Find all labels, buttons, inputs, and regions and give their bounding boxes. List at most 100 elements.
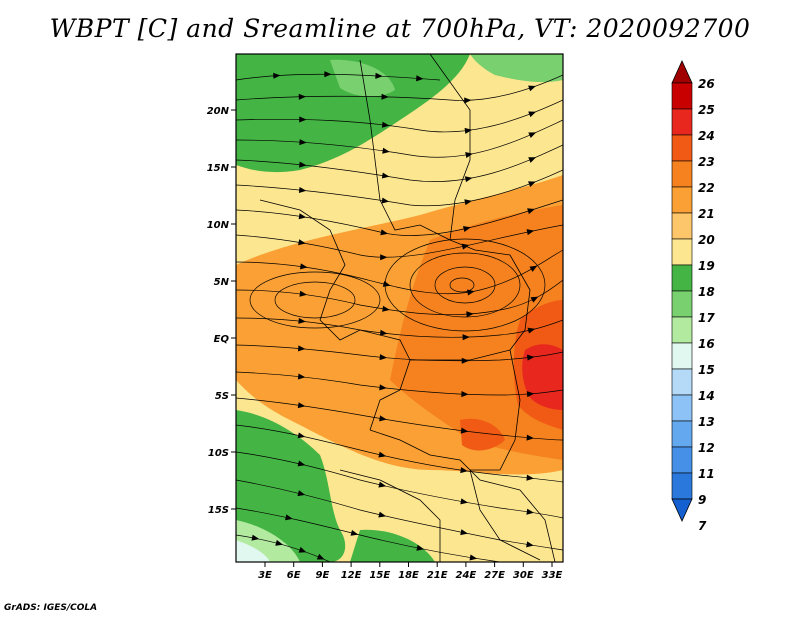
streamline-arrow	[379, 384, 387, 391]
streamline-arrow	[382, 280, 391, 287]
lat-label: 5N	[214, 277, 230, 288]
streamline-arrow	[526, 508, 534, 515]
colorbar-bottom-arrow	[671, 498, 693, 522]
colorbar-segment	[671, 290, 693, 318]
cool-region-sw	[236, 410, 346, 562]
streamline-arrow	[324, 71, 332, 78]
credit-text: GrADS: IGES/COLA	[4, 603, 98, 613]
colorbar-segment	[671, 238, 693, 266]
colorbar-segment	[671, 368, 693, 396]
streamline-arrow	[299, 116, 307, 123]
streamline-arrow	[526, 434, 534, 441]
colorbar-segment	[671, 212, 693, 240]
streamline-arrow	[298, 187, 307, 194]
streamline-arrow	[460, 529, 468, 536]
colorbar-segment	[671, 316, 693, 344]
streamline-arrow	[378, 481, 387, 488]
streamline-arrow	[460, 427, 469, 434]
streamline-arrow	[381, 121, 390, 128]
streamline-arrow	[297, 373, 306, 380]
streamline-arrow	[527, 327, 536, 334]
streamline-arrow	[381, 172, 390, 179]
colorbar-label: 11	[698, 467, 715, 481]
colorbar-label: 19	[698, 259, 715, 273]
streamline-arrow	[528, 132, 537, 139]
colorbar-label: 24	[698, 129, 715, 143]
lat-label: 15S	[208, 505, 229, 516]
streamline-arrow	[299, 263, 308, 270]
streamline-arrow	[462, 334, 470, 341]
streamline-arrow	[528, 111, 537, 118]
streamline-arrow	[464, 199, 473, 206]
streamline-arrow	[382, 305, 390, 312]
colorbar-label: 18	[698, 285, 715, 299]
lon-label: 6E	[287, 570, 301, 581]
streamline-arrow	[416, 544, 425, 551]
streamline-arrow	[298, 93, 307, 100]
streamline-arrow	[273, 72, 281, 79]
streamline-arrow	[526, 354, 535, 361]
colorbar-segment	[671, 342, 693, 370]
lon-label: 30E	[513, 570, 534, 581]
streamline-arrow	[299, 139, 307, 146]
colorbar-label: 20	[698, 233, 715, 247]
colorbar-segment	[671, 472, 693, 500]
colorbar-segment	[671, 394, 693, 422]
streamline-arrow	[461, 391, 469, 398]
lon-label: 3E	[258, 570, 272, 581]
colorbar-label: 15	[698, 363, 715, 377]
streamline-arrow	[375, 72, 383, 79]
streamline-arrow	[528, 181, 536, 188]
streamline-arrow	[298, 546, 307, 553]
streamline-arrow	[530, 296, 539, 303]
streamline-arrow	[379, 329, 388, 336]
wbpt-field	[236, 54, 563, 562]
colorbar-label: 25	[698, 103, 715, 117]
lon-label: 18E	[398, 570, 419, 581]
lat-label: 10N	[207, 220, 230, 231]
streamline-arrow	[380, 229, 389, 236]
streamline-arrow	[416, 75, 424, 82]
streamline-arrow	[297, 345, 306, 352]
streamline-arrow	[297, 432, 306, 439]
streamline-arrow	[526, 474, 534, 481]
streamline-arrow	[350, 529, 359, 536]
streamline-arrow	[378, 451, 387, 458]
streamline-arrow	[460, 467, 468, 474]
colorbar-label: 26	[698, 77, 715, 91]
streamline-arrow	[466, 311, 474, 318]
colorbar-segment	[671, 108, 693, 136]
colorbar-label: 9	[698, 493, 706, 507]
streamline-arrow	[298, 213, 307, 220]
colorbar-segment	[671, 446, 693, 474]
streamline-arrow	[379, 415, 387, 422]
lat-label: 5S	[215, 391, 229, 402]
colorbar-label: 14	[698, 389, 715, 403]
colorbar-label: 13	[698, 415, 715, 429]
streamline-arrow	[299, 290, 308, 297]
streamline-arrow	[466, 289, 475, 296]
colorbar-label: 21	[698, 207, 715, 221]
streamline-arrow	[378, 511, 387, 518]
streamline-arrow	[316, 553, 325, 560]
colorbar-label: 12	[698, 441, 715, 455]
cool-patch-sw2	[236, 540, 270, 562]
warm-patch-south	[460, 418, 505, 451]
streamline-arrow	[298, 239, 306, 246]
lon-label: 12E	[341, 570, 362, 581]
streamline-arrow	[469, 554, 478, 561]
streamline-arrow	[461, 357, 470, 364]
lon-label: 9E	[316, 570, 330, 581]
streamline-arrow	[528, 157, 537, 163]
map-frame	[235, 53, 564, 563]
streamline-arrow	[275, 539, 284, 546]
colorbar-segment	[671, 420, 693, 448]
streamline-arrow	[381, 93, 389, 100]
streamline-arrow	[285, 514, 293, 521]
streamline-arrow	[297, 490, 306, 497]
lon-label: 15E	[369, 570, 390, 581]
chart-title: WBPT [C] and Sreamline at 700hPa, VT: 20…	[49, 14, 751, 43]
lat-label: 10S	[208, 448, 229, 459]
streamline-arrow	[526, 391, 535, 398]
cool-region-north	[236, 54, 470, 173]
